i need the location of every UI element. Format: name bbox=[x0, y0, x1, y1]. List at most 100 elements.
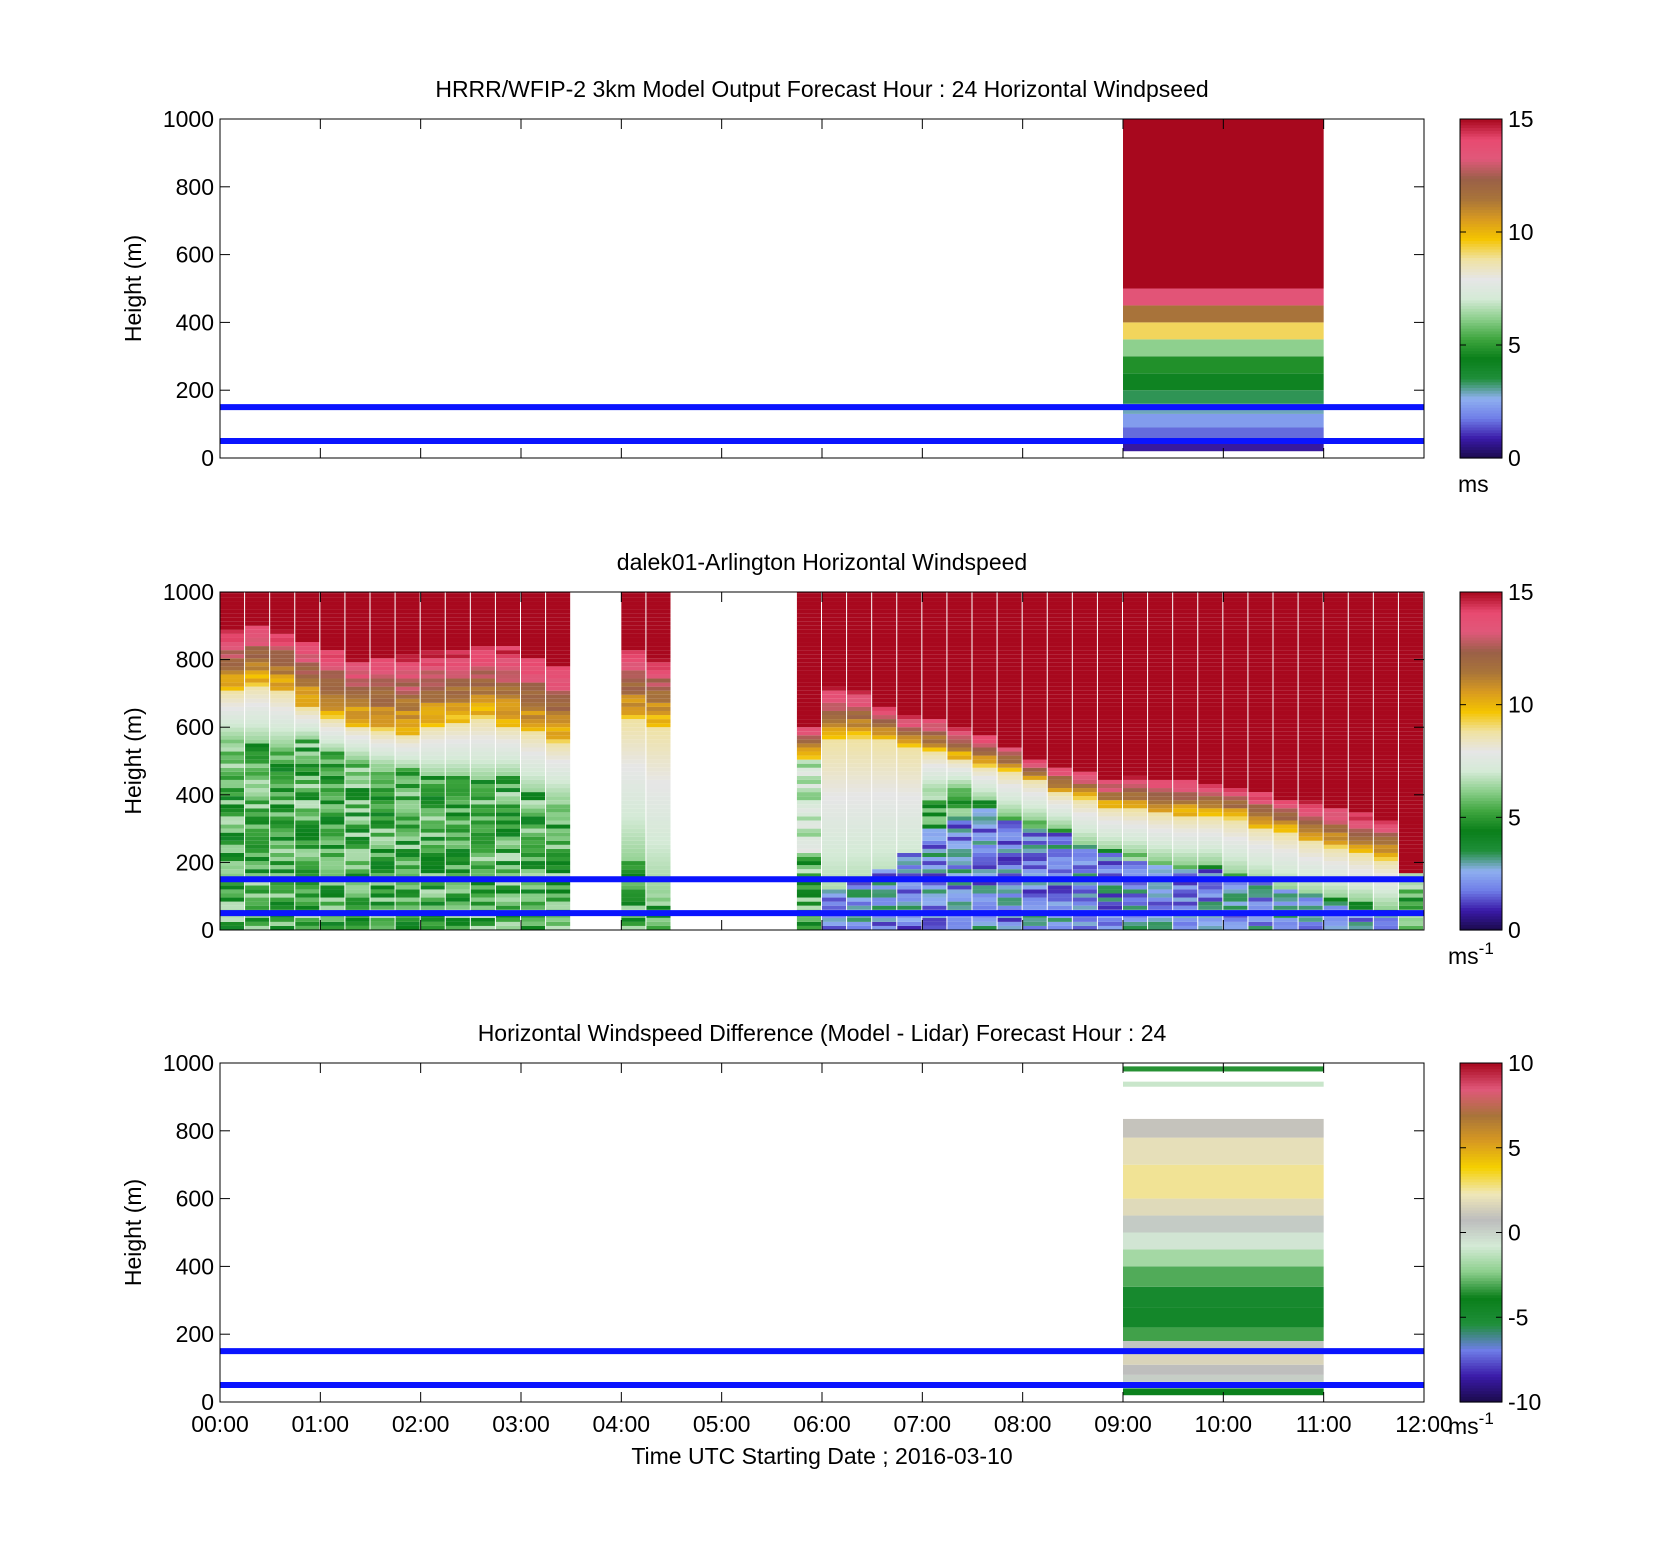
heatmap-cell bbox=[1348, 812, 1373, 817]
heatmap-cell bbox=[1248, 921, 1273, 926]
heatmap-cell bbox=[470, 597, 495, 602]
colorbar-strip bbox=[1460, 1317, 1502, 1321]
heatmap-cell bbox=[395, 840, 420, 845]
heatmap-cell bbox=[220, 921, 245, 926]
heatmap-cell bbox=[1298, 702, 1323, 707]
heatmap-cell bbox=[546, 650, 571, 655]
heatmap-cell bbox=[270, 686, 295, 691]
heatmap-cell bbox=[395, 629, 420, 634]
heatmap-cell bbox=[395, 617, 420, 622]
heatmap-cell bbox=[395, 824, 420, 829]
heatmap-cell bbox=[295, 592, 320, 594]
heatmap-cell bbox=[947, 917, 972, 922]
heatmap-cell bbox=[1022, 719, 1047, 724]
heatmap-cell bbox=[1148, 852, 1173, 857]
heatmap-cell bbox=[295, 869, 320, 874]
heatmap-cell bbox=[1298, 690, 1323, 695]
heatmap-cell bbox=[1223, 763, 1248, 768]
heatmap-cell bbox=[847, 917, 872, 922]
heatmap-cell bbox=[1123, 413, 1324, 428]
colorbar-strip bbox=[1460, 682, 1502, 686]
heatmap-cell bbox=[872, 869, 897, 874]
heatmap-cell bbox=[1148, 609, 1173, 614]
heatmap-cell bbox=[1298, 771, 1323, 776]
heatmap-cell bbox=[1223, 609, 1248, 614]
heatmap-cell bbox=[546, 621, 571, 626]
heatmap-cell bbox=[295, 812, 320, 817]
colorbar-strip bbox=[1460, 592, 1502, 596]
heatmap-cell bbox=[521, 873, 546, 878]
heatmap-cell bbox=[1072, 885, 1097, 890]
heatmap-cell bbox=[1022, 662, 1047, 667]
heatmap-cell bbox=[370, 840, 395, 845]
heatmap-cell bbox=[1072, 783, 1097, 789]
heatmap-cell bbox=[370, 869, 395, 874]
heatmap-cell bbox=[345, 666, 370, 671]
heatmap-cell bbox=[220, 820, 245, 825]
heatmap-cell bbox=[1298, 779, 1323, 784]
heatmap-cell bbox=[320, 861, 345, 866]
colorbar-strip bbox=[1460, 603, 1502, 607]
heatmap-cell bbox=[1097, 739, 1122, 744]
heatmap-cell bbox=[1248, 682, 1273, 687]
heatmap-cell bbox=[1198, 686, 1223, 691]
heatmap-cell bbox=[997, 808, 1022, 813]
heatmap-cell bbox=[1273, 901, 1298, 906]
heatmap-cell bbox=[1398, 593, 1423, 598]
colorbar-strip bbox=[1460, 1325, 1502, 1330]
heatmap-cell bbox=[922, 637, 947, 643]
heatmap-cell bbox=[1223, 605, 1248, 610]
y-tick-label: 800 bbox=[176, 174, 214, 200]
colorbar-strip bbox=[1460, 679, 1502, 683]
heatmap-cell bbox=[495, 763, 520, 768]
heatmap-cell bbox=[1123, 601, 1148, 606]
heatmap-cell bbox=[320, 633, 345, 638]
heatmap-cell bbox=[796, 865, 821, 870]
heatmap-cell bbox=[1273, 739, 1298, 744]
colorbar-strip bbox=[1460, 361, 1502, 366]
heatmap-cell bbox=[245, 759, 270, 764]
heatmap-cell bbox=[1198, 593, 1223, 598]
heatmap-cell bbox=[345, 637, 370, 643]
heatmap-cell bbox=[521, 848, 546, 853]
heatmap-cell bbox=[621, 601, 646, 606]
colorbar-strip bbox=[1460, 1240, 1502, 1245]
heatmap-cell bbox=[470, 779, 495, 784]
heatmap-cell bbox=[1373, 856, 1398, 862]
heatmap-cell bbox=[470, 812, 495, 817]
heatmap-cell bbox=[1298, 747, 1323, 752]
heatmap-cell bbox=[796, 917, 821, 922]
colorbar-strip bbox=[1460, 1170, 1502, 1174]
heatmap-cell bbox=[1173, 710, 1198, 716]
heatmap-cell bbox=[1273, 869, 1298, 874]
heatmap-cell bbox=[370, 889, 395, 894]
heatmap-cell bbox=[1198, 755, 1223, 760]
heatmap-cell bbox=[1148, 767, 1173, 772]
heatmap-cell bbox=[370, 621, 395, 626]
heatmap-cell bbox=[1097, 642, 1122, 647]
heatmap-cell bbox=[1097, 881, 1122, 886]
heatmap-cell bbox=[796, 723, 821, 728]
heatmap-cell bbox=[470, 601, 495, 606]
heatmap-cell bbox=[1022, 654, 1047, 659]
heatmap-cell bbox=[1072, 662, 1097, 667]
heatmap-cell bbox=[495, 642, 520, 647]
heatmap-cell bbox=[972, 666, 997, 671]
heatmap-cell bbox=[445, 710, 470, 716]
heatmap-cell bbox=[847, 925, 872, 930]
heatmap-cell bbox=[847, 824, 872, 829]
heatmap-cell bbox=[1223, 836, 1248, 841]
heatmap-cell bbox=[972, 824, 997, 829]
colorbar-strip bbox=[1460, 443, 1502, 448]
heatmap-cell bbox=[796, 755, 821, 760]
heatmap-cell bbox=[1248, 885, 1273, 890]
heatmap-cell bbox=[370, 739, 395, 744]
heatmap-cell bbox=[1123, 865, 1148, 870]
heatmap-cell bbox=[495, 767, 520, 772]
heatmap-cell bbox=[320, 844, 345, 849]
heatmap-cell bbox=[1173, 792, 1198, 797]
heatmap-cell bbox=[646, 666, 671, 671]
heatmap-cell bbox=[245, 881, 270, 886]
colorbar-strip bbox=[1460, 713, 1502, 717]
